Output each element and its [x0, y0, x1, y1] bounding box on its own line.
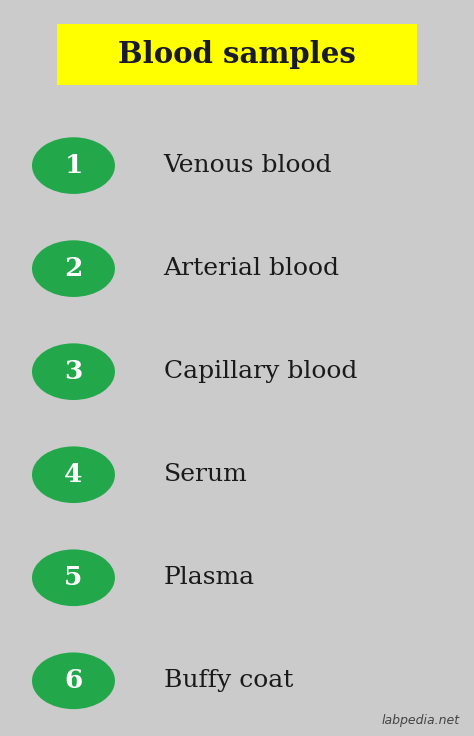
Text: Buffy coat: Buffy coat	[164, 669, 293, 693]
Ellipse shape	[32, 137, 115, 194]
Ellipse shape	[32, 653, 115, 710]
Text: Blood samples: Blood samples	[118, 40, 356, 69]
Ellipse shape	[32, 446, 115, 503]
Ellipse shape	[32, 549, 115, 606]
Text: 1: 1	[64, 153, 82, 178]
Text: 4: 4	[64, 462, 83, 487]
Text: Capillary blood: Capillary blood	[164, 360, 357, 383]
Text: Arterial blood: Arterial blood	[164, 257, 339, 280]
Bar	[57, 24, 417, 85]
Text: 3: 3	[64, 359, 82, 384]
Text: Serum: Serum	[164, 463, 247, 486]
Ellipse shape	[32, 240, 115, 297]
Ellipse shape	[32, 343, 115, 400]
Text: 6: 6	[64, 668, 82, 693]
Text: Venous blood: Venous blood	[164, 154, 332, 177]
Text: 5: 5	[64, 565, 82, 590]
Text: Plasma: Plasma	[164, 566, 255, 590]
Text: labpedia.net: labpedia.net	[382, 714, 460, 727]
Text: 2: 2	[64, 256, 82, 281]
